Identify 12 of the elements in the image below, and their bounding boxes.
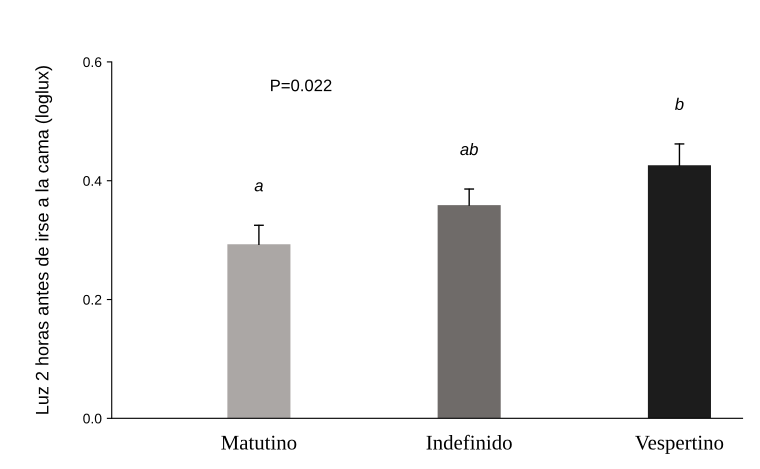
- annotation: a: [254, 182, 263, 192]
- y-axis-title: Luz 2 horas antes de irse a la cama (loglux): [35, 66, 52, 414]
- x-tick-label: Indefinido: [426, 434, 512, 450]
- y-tick-label: 0.4: [83, 176, 102, 186]
- annotation: b: [675, 98, 684, 110]
- y-tick-label: 0.2: [83, 294, 102, 305]
- annotation: ab: [460, 142, 478, 156]
- y-tick-label: 0.0: [83, 414, 102, 424]
- x-tick-label: Vespertino: [635, 436, 724, 454]
- y-tick-label: 0.6: [83, 57, 102, 68]
- x-tick-label: Matutino: [221, 436, 296, 450]
- annotation: P=0.022: [271, 80, 332, 92]
